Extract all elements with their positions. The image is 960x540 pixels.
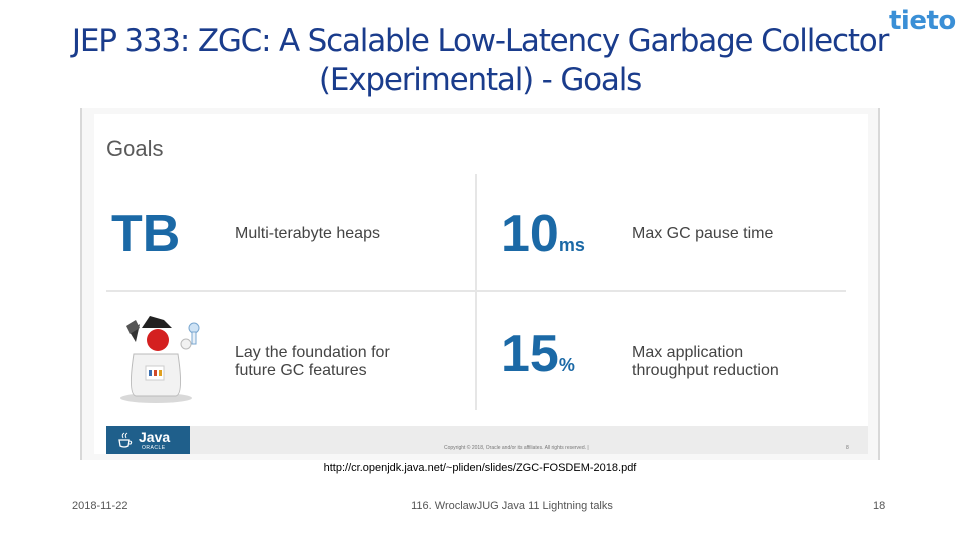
source-url: http://cr.openjdk.java.net/~pliden/slide…	[323, 462, 637, 474]
embedded-copyright: Copyright © 2018, Oracle and/or its affi…	[444, 445, 589, 451]
horizontal-divider	[106, 290, 846, 292]
goal-value-10: 10	[501, 205, 559, 263]
footer-date: 2018-11-22	[72, 500, 128, 512]
goal-big-throughput: 15%	[501, 326, 575, 393]
duke-mascot-icon	[120, 316, 200, 403]
java-logo-text: Java	[139, 429, 171, 445]
goal-desc-pause: Max GC pause time	[632, 225, 774, 242]
goal-value-15: 15	[501, 325, 559, 383]
goal-big-pause: 10ms	[501, 206, 585, 273]
goal-unit-ms: ms	[558, 235, 585, 255]
oracle-logo-text: ORACLE	[142, 445, 166, 451]
throughput-line-2: throughput reduction	[632, 362, 779, 379]
slide-title: JEP 333: ZGC: A Scalable Low-Latency Gar…	[71, 23, 889, 98]
java-cup-icon	[118, 432, 133, 448]
goals-heading: Goals	[106, 136, 164, 161]
footer-center: 116. WroclawJUG Java 11 Lightning talks	[411, 500, 613, 512]
java-logo: Java ORACLE	[106, 426, 190, 454]
foundation-line-2: future GC features	[235, 362, 367, 379]
goal-big-tb: TB	[111, 205, 181, 263]
vertical-divider	[475, 174, 477, 410]
goal-desc-foundation: Lay the foundation for future GC feature…	[235, 344, 390, 380]
goal-unit-percent: %	[558, 355, 575, 375]
throughput-line-1: Max application	[632, 344, 744, 361]
tieto-logo: tieto	[889, 6, 956, 36]
embedded-slide-screenshot: Goals TB Multi-terabyte heaps 10ms Max G…	[80, 108, 880, 460]
footer-page-number: 18	[873, 500, 886, 512]
embedded-slide: Goals TB Multi-terabyte heaps 10ms Max G…	[94, 114, 868, 454]
embedded-page-number: 8	[846, 445, 849, 451]
goal-desc-heaps: Multi-terabyte heaps	[235, 225, 380, 242]
goal-desc-throughput: Max application throughput reduction	[632, 344, 779, 380]
foundation-line-1: Lay the foundation for	[235, 344, 390, 361]
embedded-footer-bar	[106, 426, 868, 454]
